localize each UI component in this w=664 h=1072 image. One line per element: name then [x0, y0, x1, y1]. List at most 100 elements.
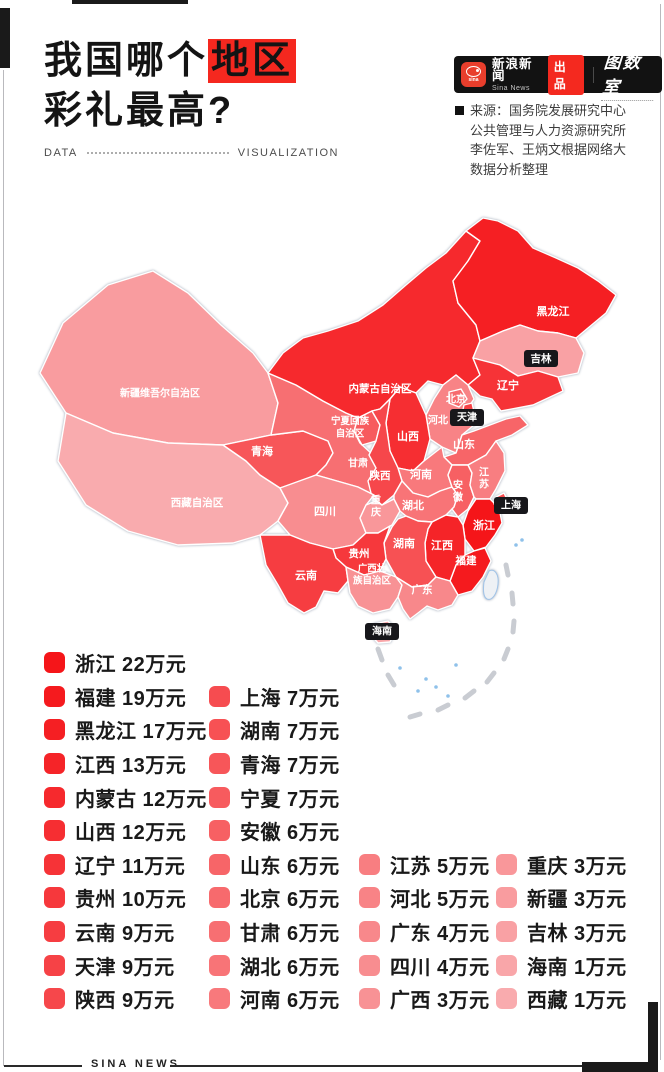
legend-item-guangdong: 广东 4万元	[359, 915, 490, 949]
legend-label: 河北 5万元	[390, 889, 490, 912]
footer-brand: SINA NEWS	[91, 1058, 180, 1070]
logo-divider	[592, 66, 594, 83]
legend-color-swatch	[209, 719, 230, 741]
legend-color-swatch	[209, 954, 230, 976]
island-dot	[398, 666, 402, 670]
square-bullet-icon	[455, 106, 464, 115]
legend-item-hebei: 河北 5万元	[359, 881, 490, 915]
legend-label: 海南 1万元	[527, 956, 627, 979]
sina-eye-icon: sina	[461, 62, 486, 87]
legend-color-swatch	[496, 988, 517, 1010]
title-highlight: 地区	[208, 39, 297, 83]
legend-column-2: 上海 7万元 湖南 7万元 青海 7万元 宁夏 7万元 安徽 6万元 山东 6万元 北京 6…	[209, 680, 340, 1016]
map-label-chongqing: 重	[371, 494, 381, 507]
corner-mark-top-left-bar	[0, 8, 10, 68]
legend-item-beijing: 北京 6万元	[209, 881, 340, 915]
legend-item-zhejiang: 浙江 22万元	[44, 646, 207, 680]
legend-label: 山东 6万元	[240, 855, 340, 878]
legend-color-swatch	[359, 887, 380, 909]
frame-right-line	[660, 4, 661, 1060]
legend-item-jiangxi: 江西 13万元	[44, 747, 207, 781]
legend-item-tianjin: 天津 9万元	[44, 948, 207, 982]
studio-logo: 图数室	[600, 48, 657, 101]
legend-color-swatch	[209, 988, 230, 1010]
corner-mark-top-line	[72, 0, 188, 4]
frame-left-line	[3, 70, 4, 1066]
map-label-neimenggu: 内蒙古自治区	[349, 382, 412, 395]
map-region-jiangsu	[467, 440, 506, 500]
map-label-yunnan: 云南	[295, 568, 317, 582]
legend-label: 广东 4万元	[390, 923, 490, 946]
legend-column-4: 重庆 3万元 新疆 3万元 吉林 3万元 海南 1万元 西藏 1万元	[496, 848, 627, 1016]
legend-color-swatch	[44, 719, 65, 741]
sea-boundary-dash	[462, 688, 477, 701]
island-dot	[424, 677, 428, 681]
legend-label: 甘肃 6万元	[240, 923, 340, 946]
legend-label: 辽宁 11万元	[75, 855, 186, 878]
sea-boundary-dash	[501, 646, 511, 662]
map-label-guangxi: 族自治区	[353, 575, 392, 587]
legend-color-swatch	[44, 652, 65, 674]
map-region-beijing	[448, 388, 468, 408]
legend-label: 青海 7万元	[240, 755, 340, 778]
legend-label: 黑龙江 17万元	[75, 721, 207, 744]
legend-item-hainan: 海南 1万元	[496, 948, 627, 982]
map-label-gansu: 甘肃	[348, 457, 368, 470]
legend-label: 江西 13万元	[75, 755, 187, 778]
legend-label: 天津 9万元	[75, 956, 175, 979]
sea-boundary-dash	[435, 702, 451, 713]
map-region-chongqing	[359, 498, 401, 534]
legend-color-swatch	[359, 921, 380, 943]
sea-boundary-dash	[510, 618, 517, 635]
legend-column-3: 江苏 5万元 河北 5万元 广东 4万元 四川 4万元 广西 3万元	[359, 848, 490, 1016]
legend-item-anhui: 安徽 6万元	[209, 814, 340, 848]
map-label-anhui: 徽	[452, 491, 464, 504]
legend-label: 福建 19万元	[75, 687, 187, 710]
legend-label: 北京 6万元	[240, 889, 340, 912]
map-label-fujian: 福建	[455, 554, 477, 567]
sea-boundary-dash	[509, 590, 516, 607]
island-dot	[520, 538, 524, 542]
legend-label: 贵州 10万元	[75, 889, 187, 912]
map-label-shaanxi: 陕西	[370, 469, 391, 482]
title-line2: 彩礼最高?	[44, 90, 235, 132]
legend-item-liaoning: 辽宁 11万元	[44, 848, 207, 882]
source-line: 公共管理与人力资源研究所	[470, 122, 627, 138]
legend-color-swatch	[44, 820, 65, 842]
map-label-badge-shanghai	[494, 497, 528, 514]
legend-item-shanxi: 山西 12万元	[44, 814, 207, 848]
legend-color-swatch	[496, 921, 517, 943]
footer-line-left	[4, 1065, 82, 1067]
legend-item-shandong: 山东 6万元	[209, 848, 340, 882]
legend-item-guizhou: 贵州 10万元	[44, 881, 207, 915]
legend-color-swatch	[209, 786, 230, 808]
legend-label: 吉林 3万元	[527, 923, 627, 946]
map-label-ningxia: 宁夏回族	[331, 415, 370, 427]
legend-label: 山西 12万元	[75, 822, 187, 845]
map-region-shaanxi	[367, 398, 403, 506]
map-label-hainan: 海南	[372, 625, 392, 638]
legend-color-swatch	[209, 853, 230, 875]
island-dot	[446, 694, 450, 698]
legend-item-xizang: 西藏 1万元	[496, 982, 627, 1016]
map-region-taiwan	[482, 569, 499, 600]
produced-by-badge: 出品	[547, 54, 584, 95]
map-label-jiangsu: 江	[479, 466, 489, 479]
map-label-beijing: 北京	[446, 393, 466, 406]
legend-color-swatch	[44, 685, 65, 707]
map-label-badge-jilin	[524, 350, 558, 367]
map-label-xizang: 西藏自治区	[171, 496, 224, 509]
island-dot	[434, 685, 438, 689]
legend-color-swatch	[359, 988, 380, 1010]
legend-item-fujian: 福建 19万元	[44, 680, 207, 714]
legend-color-swatch	[209, 921, 230, 943]
legend-label: 浙江 22万元	[75, 654, 187, 677]
map-region-liaoning	[467, 357, 564, 412]
legend-item-jilin: 吉林 3万元	[496, 915, 627, 949]
legend-item-gansu: 甘肃 6万元	[209, 915, 340, 949]
footer-line-right	[170, 1065, 582, 1067]
map-label-ningxia: 自治区	[336, 428, 365, 440]
map-label-qinghai: 青海	[251, 444, 273, 458]
island-dot	[416, 689, 420, 693]
